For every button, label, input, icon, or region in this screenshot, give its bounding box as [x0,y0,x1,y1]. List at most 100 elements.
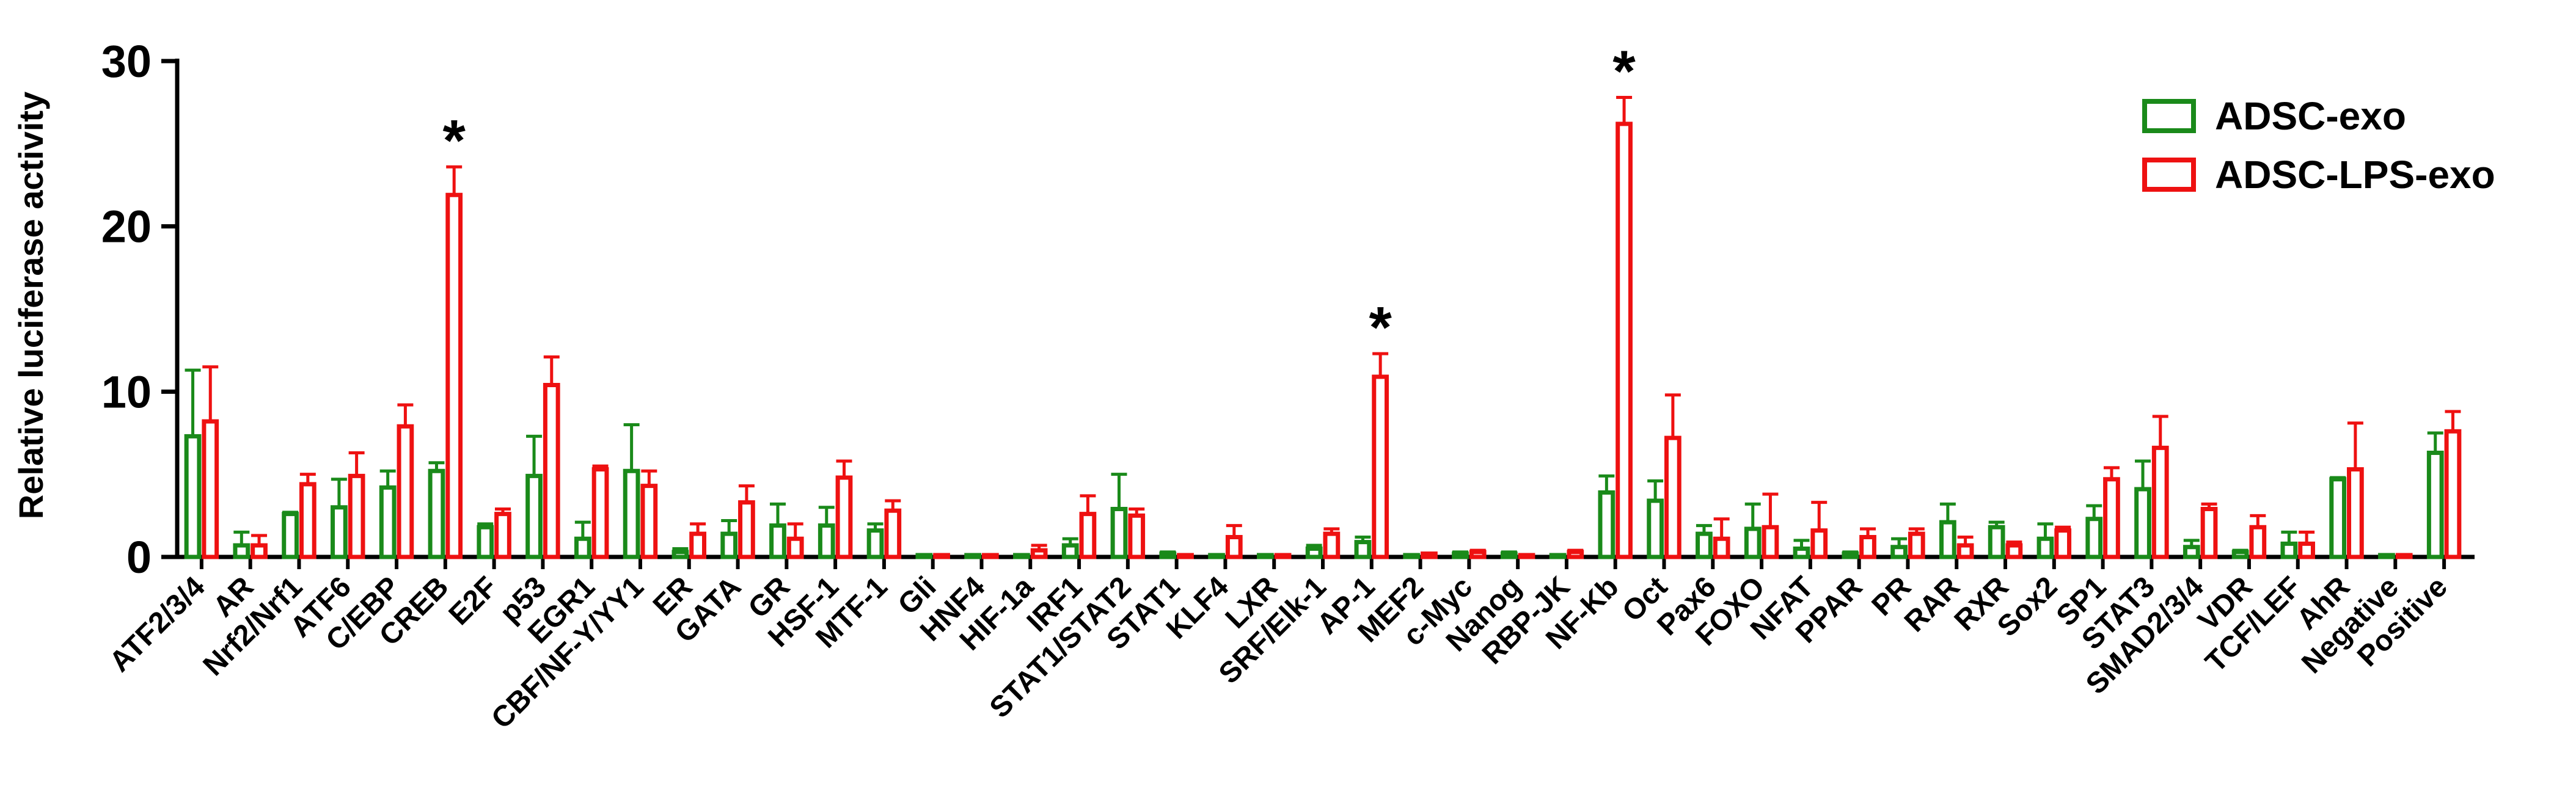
bar-adsc-exo [1354,540,1372,559]
bar-adsc-exo [1988,525,2005,559]
bar-adsc-exo [769,523,786,559]
bar-adsc-exo [866,528,884,559]
bar-adsc-lps-exo [251,543,268,559]
legend-label: ADSC-LPS-exo [2215,153,2495,197]
bar-adsc-lps-exo [835,475,853,559]
bar-adsc-lps-exo [1225,535,1243,559]
bar-adsc-exo [1598,490,1615,559]
bar-adsc-exo [1500,551,1518,559]
bar-adsc-exo [720,531,738,559]
bar-adsc-lps-exo [1323,531,1341,559]
bar-adsc-exo [2183,545,2200,559]
significance-star: * [1369,295,1392,360]
bar-adsc-lps-exo [202,419,219,559]
bar-adsc-lps-exo [445,192,463,559]
bar-adsc-lps-exo [1469,550,1487,559]
significance-star: * [1612,39,1636,104]
bar-adsc-lps-exo [1274,553,1292,559]
bar-adsc-exo [1403,553,1421,559]
bar-adsc-exo [2231,550,2249,559]
bar-adsc-lps-exo [397,424,414,559]
bar-adsc-lps-exo [689,531,707,559]
bar-adsc-exo [1793,546,1810,559]
bar-adsc-lps-exo [640,484,658,559]
x-tick-label: E2F [443,570,504,631]
bar-adsc-lps-exo [2200,507,2218,559]
bar-adsc-lps-exo [884,508,902,559]
bar-adsc-exo [331,505,348,559]
bar-adsc-lps-exo [1908,531,1925,559]
bar-adsc-lps-exo [1030,548,1048,559]
bar-adsc-exo [1744,526,1762,559]
bar-adsc-lps-exo [1859,535,1876,559]
bar-adsc-exo [1061,543,1079,559]
bar-adsc-exo [1842,551,1859,559]
bar-adsc-lps-exo [2395,553,2413,559]
bar-adsc-exo [1647,498,1664,559]
bars [184,96,2462,559]
bar-adsc-exo [1549,553,1567,559]
bar-adsc-lps-exo [2054,528,2072,559]
significance-markers: * * * [443,39,1636,361]
bar-adsc-exo [574,536,591,559]
bar-adsc-exo [964,553,982,559]
bar-adsc-lps-exo [2298,541,2315,559]
bar-adsc-lps-exo [2005,543,2023,559]
bar-adsc-exo [1452,551,1469,559]
bar-adsc-exo [184,434,202,559]
bar-adsc-lps-exo [2444,429,2462,559]
bar-adsc-lps-exo [1664,435,1681,559]
bar-adsc-exo [1939,520,1956,559]
bar-adsc-lps-exo [933,553,950,559]
axes [161,59,2475,569]
bar-adsc-lps-exo [2151,445,2169,559]
bar-adsc-exo [282,512,299,559]
bar-adsc-exo [1256,553,1274,559]
y-tick-label: 20 [101,202,152,252]
x-tick-labels: ATF2/3/4ARNrf2/Nrf1ATF6C/EBPCREBE2Fp53EG… [103,570,2454,735]
bar-adsc-lps-exo [1372,374,1389,559]
bar-adsc-exo [1110,507,1128,559]
bar-adsc-exo [671,550,689,559]
bar-adsc-exo [1305,546,1323,559]
x-tick-label: ATF2/3/4 [103,570,211,678]
bar-adsc-lps-exo [1956,543,1974,559]
bar-adsc-exo [1890,545,1908,559]
bar-adsc-exo [379,485,397,559]
bar-adsc-exo [2134,487,2151,559]
bar-adsc-exo [1696,531,1713,559]
bar-adsc-lps-exo [981,553,999,559]
bar-adsc-exo [1013,553,1030,559]
bar-adsc-exo [525,473,543,559]
bar-adsc-lps-exo [1421,551,1438,559]
bar-adsc-exo [428,468,445,559]
bar-adsc-lps-exo [1567,550,1584,559]
legend-swatch [2142,99,2196,133]
bar-adsc-exo [2280,541,2298,559]
bar-adsc-lps-exo [591,467,609,559]
bar-adsc-lps-exo [1128,513,1146,559]
bar-adsc-exo [623,468,640,559]
bar-adsc-lps-exo [786,536,804,559]
bar-adsc-lps-exo [1079,512,1097,559]
bar-adsc-lps-exo [738,500,755,559]
bar-adsc-exo [477,525,494,559]
bar-adsc-exo [818,523,835,559]
significance-star: * [443,108,466,173]
x-tick-label: RAR [1898,570,1966,638]
bar-adsc-exo [2378,553,2395,559]
bar-adsc-exo [915,553,933,559]
bar-adsc-exo [1208,553,1225,559]
bar-adsc-lps-exo [1713,536,1730,559]
bar-adsc-lps-exo [1177,553,1194,559]
bar-adsc-exo [2426,450,2444,559]
legend: ADSC-exo ADSC-LPS-exo [2142,94,2495,197]
bar-adsc-lps-exo [299,482,317,559]
y-tick-label: 30 [101,36,152,87]
bar-adsc-lps-exo [494,512,511,559]
y-tick-label: 0 [126,532,152,583]
bar-adsc-exo [1159,551,1177,559]
bar-adsc-exo [2036,536,2054,559]
bar-adsc-exo [2085,517,2103,559]
